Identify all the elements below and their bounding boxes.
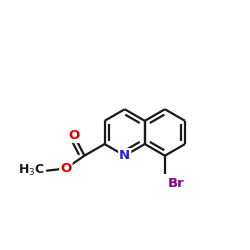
Text: O: O	[60, 162, 72, 175]
Text: N: N	[119, 149, 130, 162]
Text: O: O	[68, 129, 80, 142]
Text: Br: Br	[167, 177, 184, 190]
Text: H$_3$C: H$_3$C	[18, 163, 45, 178]
